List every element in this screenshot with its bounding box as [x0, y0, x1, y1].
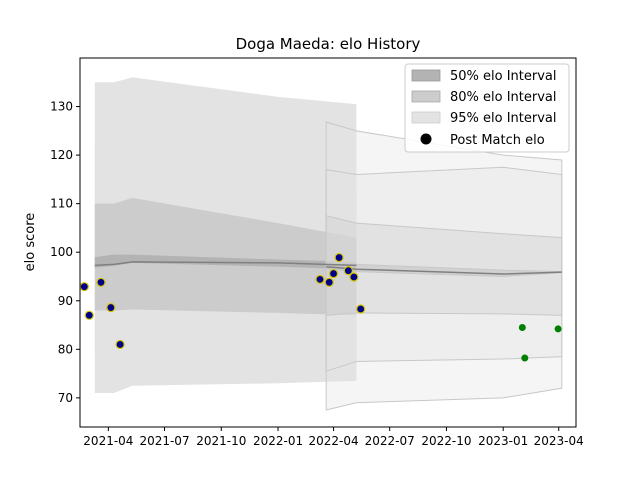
- legend-label-80: 80% elo Interval: [450, 90, 557, 105]
- post-match-point: [106, 302, 116, 313]
- post-match-point: [115, 339, 125, 350]
- legend: 50% elo Interval 80% elo Interval 95% el…: [404, 63, 570, 153]
- projection-mean-line: [326, 266, 562, 275]
- x-axis: 2021-04 2021-07 2021-10 2022-01 2022-04 2022-…: [83, 427, 584, 448]
- legend-swatch-80: [411, 90, 441, 103]
- x-tick-label: 2023-04: [534, 434, 584, 448]
- post-match-point: [79, 282, 89, 292]
- legend-label-50: 50% elo Interval: [450, 69, 557, 84]
- y-tick-label: 70: [58, 391, 73, 405]
- legend-marker-post-match: [420, 133, 432, 145]
- post-match-point: [334, 252, 344, 263]
- projection-band-80: [325, 215, 563, 316]
- post-match-point: [84, 310, 94, 320]
- future-match-point: [518, 323, 526, 331]
- mean-line: [94, 261, 357, 267]
- post-match-point: [349, 272, 359, 282]
- interval-bands: [94, 77, 563, 411]
- post-match-point: [356, 304, 366, 314]
- x-tick-label: 2021-10: [196, 434, 246, 448]
- x-tick-label: 2022-01: [253, 434, 303, 448]
- x-tick-label: 2021-04: [83, 434, 133, 448]
- plot-frame: [79, 57, 577, 428]
- projection-band-95: [325, 166, 563, 372]
- future-match-point: [521, 354, 529, 362]
- future-match-point: [554, 325, 562, 333]
- legend-box: [404, 63, 570, 153]
- y-tick-label: 90: [58, 294, 73, 308]
- post-match-point: [324, 277, 334, 287]
- x-tick-label: 2022-04: [308, 434, 358, 448]
- legend-label-95: 95% elo Interval: [450, 111, 557, 126]
- x-tick-label: 2021-07: [139, 434, 189, 448]
- y-axis-label: elo score: [23, 213, 38, 272]
- x-tick-label: 2023-01: [478, 434, 528, 448]
- post-match-point: [343, 266, 353, 276]
- post-match-point: [96, 277, 106, 287]
- y-tick-label: 120: [50, 148, 73, 162]
- legend-swatch-95: [411, 111, 441, 124]
- x-tick-label: 2022-07: [365, 434, 415, 448]
- post-match-point: [328, 268, 339, 279]
- y-tick-label: 80: [58, 342, 73, 356]
- post-match-point: [315, 274, 325, 284]
- x-tick-label: 2022-10: [421, 434, 471, 448]
- legend-label-post-match: Post Match elo: [450, 133, 545, 148]
- y-tick-label: 100: [50, 245, 73, 259]
- band-80: [94, 197, 357, 316]
- y-tick-label: 110: [50, 197, 73, 211]
- chart-title: Doga Maeda: elo History: [236, 35, 421, 53]
- y-tick-label: 130: [50, 100, 73, 114]
- mean-lines: [94, 261, 562, 275]
- legend-swatch-50: [411, 69, 441, 82]
- y-axis: 70 80 90 100 110 120 130: [50, 100, 80, 405]
